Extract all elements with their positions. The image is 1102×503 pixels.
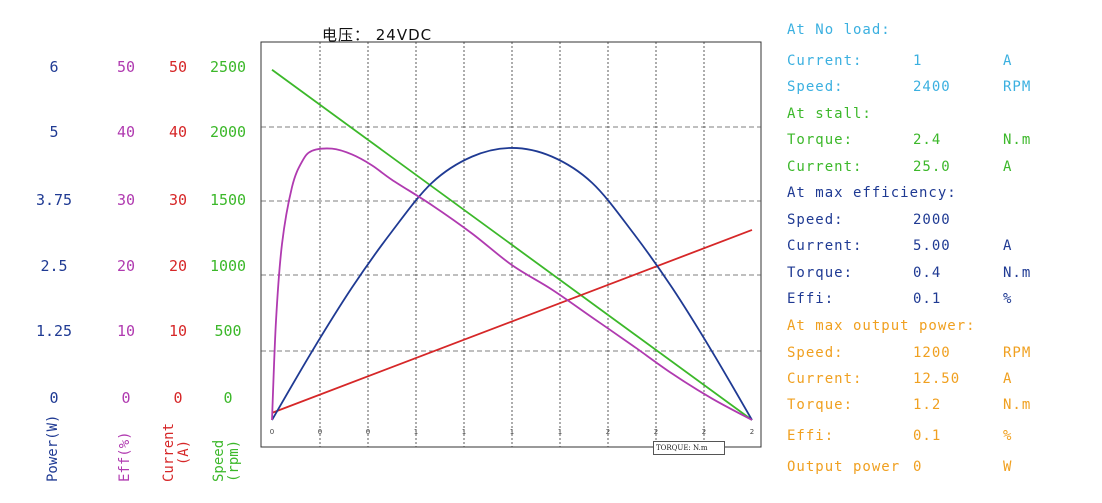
- y-tick-label: 2.5: [40, 257, 68, 275]
- max-eff-speed-value: 2000: [913, 212, 951, 228]
- max-eff-current-unit: A: [1003, 238, 1013, 254]
- max-output-speed-value: 1200: [913, 345, 951, 361]
- x-tick-label: 2: [653, 428, 659, 436]
- max-output-torque-unit: N.m: [1003, 397, 1032, 413]
- max-eff-effi-label: Effi:: [787, 291, 835, 307]
- max-eff-effi-unit: %: [1003, 291, 1013, 307]
- max-output-power-value: 0: [913, 459, 923, 475]
- y-tick-label: 0: [223, 389, 233, 407]
- no-load-speed-value: 2400: [913, 79, 951, 95]
- max-eff-heading: At max efficiency:: [787, 185, 957, 201]
- max-output-power-label: Output power: [787, 459, 901, 475]
- no-load-speed-label: Speed:: [787, 79, 844, 95]
- max-output-effi-unit: %: [1003, 428, 1013, 444]
- y-tick-label: 1000: [209, 257, 247, 275]
- y-tick-label: 6: [49, 58, 59, 76]
- stall-torque-label: Torque:: [787, 132, 854, 148]
- y-tick-label: 2500: [209, 58, 247, 76]
- series-line: [271, 69, 753, 421]
- series-line: [271, 229, 753, 414]
- max-eff-torque-unit: N.m: [1003, 265, 1032, 281]
- max-output-current-label: Current:: [787, 371, 863, 387]
- y-tick-label: 30: [168, 191, 188, 209]
- stall-current-value: 25.0: [913, 159, 951, 175]
- series-lines: [271, 69, 753, 421]
- y-axis-title: Speed (rpm): [211, 439, 242, 482]
- y-tick-label: 10: [116, 322, 136, 340]
- y-tick-label: 20: [168, 257, 188, 275]
- series-line: [271, 147, 753, 421]
- max-output-effi-value: 0.1: [913, 428, 942, 444]
- x-tick-label: 0: [317, 428, 323, 436]
- max-output-speed-unit: RPM: [1003, 345, 1032, 361]
- max-output-heading: At max output power:: [787, 318, 976, 334]
- x-tick-label: 1: [509, 428, 515, 436]
- y-tick-label: 30: [116, 191, 136, 209]
- max-output-current-unit: A: [1003, 371, 1013, 387]
- x-tick-label: 1: [413, 428, 419, 436]
- y-axis-title: Eff(%): [117, 431, 133, 482]
- y-tick-label: 1.25: [35, 322, 73, 340]
- x-tick-label: 2: [749, 428, 755, 436]
- x-axis-label: TORQUE: N.m: [653, 441, 725, 455]
- y-axis-title: Current (A): [161, 422, 192, 482]
- series-line: [271, 147, 753, 421]
- max-eff-speed-label: Speed:: [787, 212, 844, 228]
- max-eff-effi-value: 0.1: [913, 291, 942, 307]
- max-eff-torque-value: 0.4: [913, 265, 942, 281]
- y-tick-label: 10: [168, 322, 188, 340]
- max-eff-current-label: Current:: [787, 238, 863, 254]
- x-tick-label: 1: [461, 428, 467, 436]
- y-axis-title: Power(W): [45, 414, 61, 482]
- y-tick-label: 0: [173, 389, 183, 407]
- no-load-speed-unit: RPM: [1003, 79, 1032, 95]
- max-output-torque-value: 1.2: [913, 397, 942, 413]
- y-tick-label: 3.75: [35, 191, 73, 209]
- max-output-effi-label: Effi:: [787, 428, 835, 444]
- no-load-heading: At No load:: [787, 22, 891, 38]
- max-eff-current-value: 5.00: [913, 238, 951, 254]
- max-output-current-value: 12.50: [913, 371, 961, 387]
- y-tick-label: 500: [214, 322, 242, 340]
- y-tick-label: 1500: [209, 191, 247, 209]
- y-tick-label: 50: [168, 58, 188, 76]
- x-tick-label: 2: [701, 428, 707, 436]
- plot-border: [260, 41, 762, 448]
- x-tick-label: 2: [605, 428, 611, 436]
- max-output-power-unit: W: [1003, 459, 1013, 475]
- stall-current-label: Current:: [787, 159, 863, 175]
- x-tick-label: 0: [365, 428, 371, 436]
- x-tick-label: 0: [269, 428, 275, 436]
- no-load-current-label: Current:: [787, 53, 863, 69]
- chart-title: 电压： 24VDC: [322, 26, 433, 44]
- y-tick-label: 2000: [209, 123, 247, 141]
- no-load-current-value: 1: [913, 53, 923, 69]
- stall-current-unit: A: [1003, 159, 1013, 175]
- y-tick-label: 20: [116, 257, 136, 275]
- y-tick-label: 5: [49, 123, 59, 141]
- max-output-speed-label: Speed:: [787, 345, 844, 361]
- stall-heading: At stall:: [787, 106, 872, 122]
- stall-torque-value: 2.4: [913, 132, 942, 148]
- no-load-current-unit: A: [1003, 53, 1013, 69]
- grid-lines: [261, 42, 761, 447]
- max-output-torque-label: Torque:: [787, 397, 854, 413]
- y-tick-label: 40: [116, 123, 136, 141]
- y-tick-label: 40: [168, 123, 188, 141]
- x-tick-label: 1: [557, 428, 563, 436]
- max-eff-torque-label: Torque:: [787, 265, 854, 281]
- stall-torque-unit: N.m: [1003, 132, 1032, 148]
- y-tick-label: 0: [121, 389, 131, 407]
- y-tick-label: 0: [49, 389, 59, 407]
- y-tick-label: 50: [116, 58, 136, 76]
